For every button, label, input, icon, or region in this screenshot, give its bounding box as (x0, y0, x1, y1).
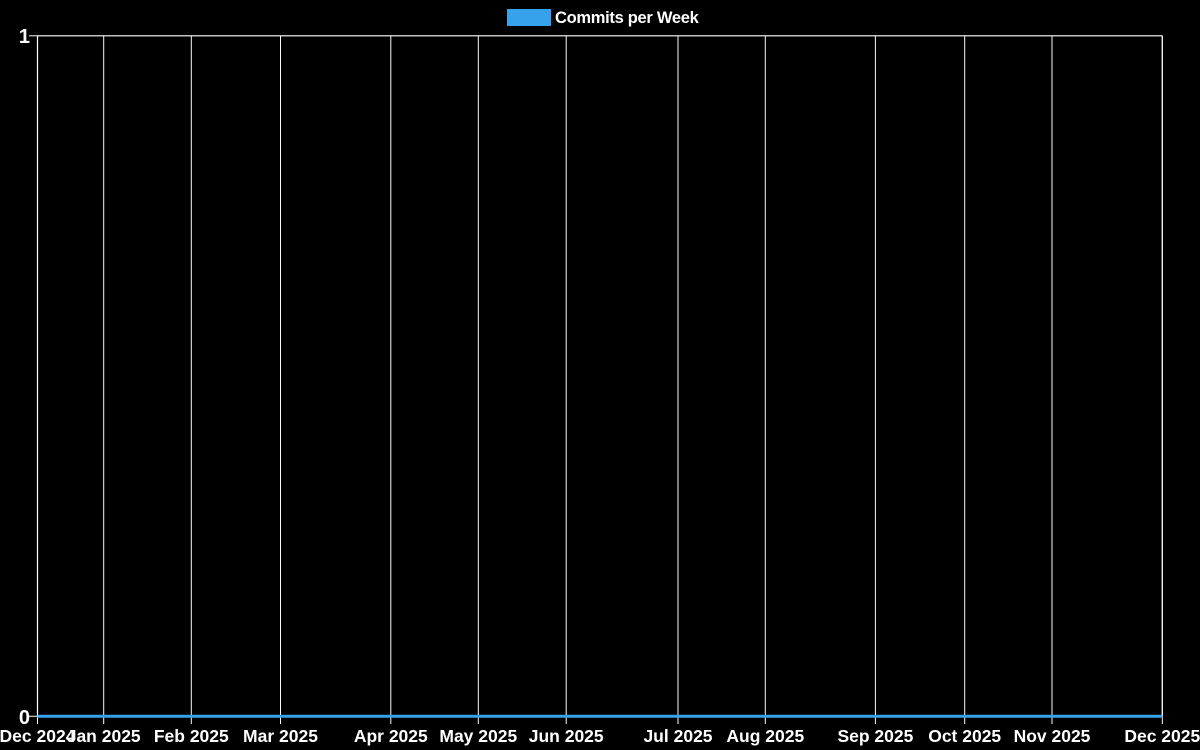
svg-text:Mar 2025: Mar 2025 (243, 726, 318, 746)
svg-text:May 2025: May 2025 (439, 726, 517, 746)
svg-text:1: 1 (19, 26, 30, 48)
svg-text:Nov 2025: Nov 2025 (1014, 726, 1091, 746)
svg-text:Aug 2025: Aug 2025 (726, 726, 804, 746)
svg-text:Jul 2025: Jul 2025 (643, 726, 712, 746)
svg-text:Apr 2025: Apr 2025 (354, 726, 428, 746)
svg-text:Jun 2025: Jun 2025 (529, 726, 604, 746)
svg-text:Dec 2025: Dec 2025 (1124, 726, 1200, 746)
svg-text:Commits per Week: Commits per Week (555, 9, 700, 27)
svg-text:Feb 2025: Feb 2025 (154, 726, 229, 746)
svg-text:Sep 2025: Sep 2025 (837, 726, 913, 746)
svg-text:Dec 2024: Dec 2024 (0, 726, 76, 746)
svg-text:Oct 2025: Oct 2025 (928, 726, 1001, 746)
svg-text:Jan 2025: Jan 2025 (67, 726, 141, 746)
